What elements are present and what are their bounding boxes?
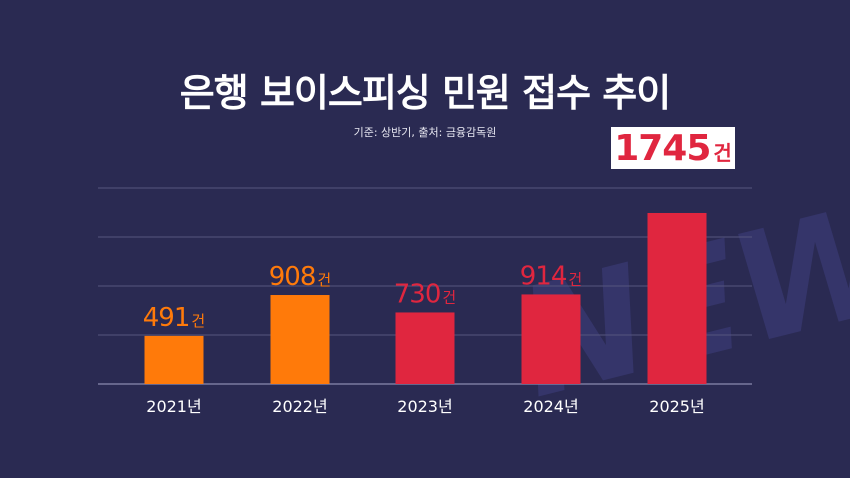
data-label: 730 건: [394, 279, 456, 309]
data-label: 908 건: [269, 262, 331, 292]
data-label: 1745 건: [614, 128, 732, 169]
bar-2023년: [395, 312, 455, 384]
x-tick-label: 2023년: [397, 397, 452, 416]
data-label: 914 건: [520, 261, 582, 291]
x-tick-label: 2022년: [272, 397, 327, 416]
chart-subtitle: 기준: 상반기, 출처: 금융감독원: [353, 126, 497, 139]
bar-2022년: [270, 295, 330, 384]
bar-2021년: [144, 335, 204, 384]
x-tick-label: 2024년: [523, 397, 578, 416]
bar-2025년: [647, 212, 707, 384]
bar-2024년: [521, 294, 581, 384]
chart-title: 은행 보이스피싱 민원 접수 추이: [179, 71, 671, 115]
data-label: 491 건: [143, 303, 205, 333]
x-tick-label: 2021년: [146, 397, 201, 416]
highlight-value-box: [611, 127, 735, 169]
x-tick-label: 2025년: [649, 397, 704, 416]
